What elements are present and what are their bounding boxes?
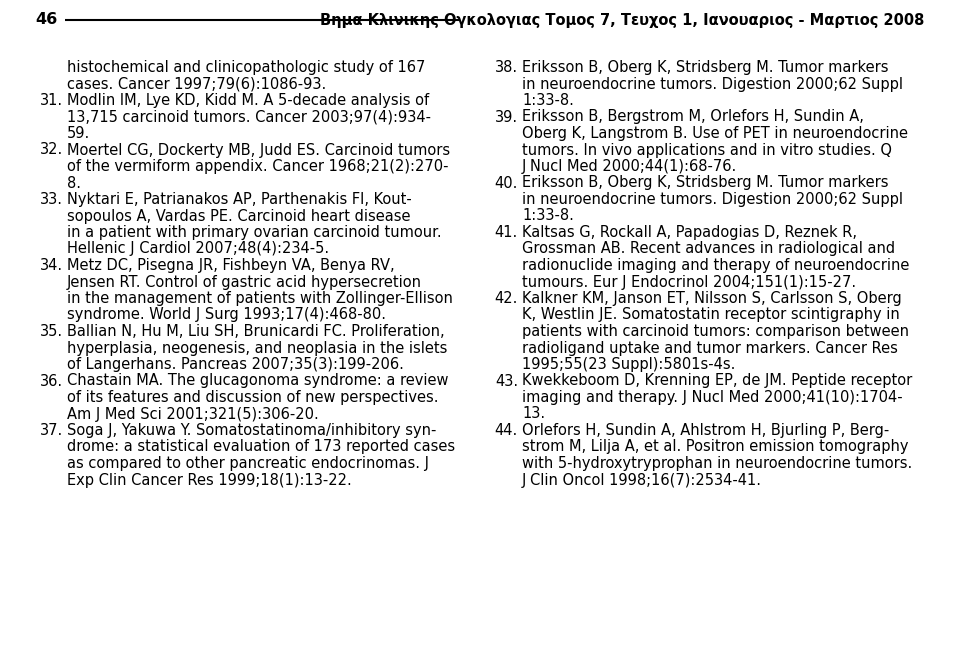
Text: Chastain MA. The glucagonoma syndrome: a review: Chastain MA. The glucagonoma syndrome: a… bbox=[67, 374, 449, 389]
Text: in the management of patients with Zollinger-Ellison: in the management of patients with Zolli… bbox=[67, 291, 453, 306]
Text: Kaltsas G, Rockall A, Papadogias D, Reznek R,: Kaltsas G, Rockall A, Papadogias D, Rezn… bbox=[522, 225, 857, 240]
Text: drome: a statistical evaluation of 173 reported cases: drome: a statistical evaluation of 173 r… bbox=[67, 439, 456, 454]
Text: 46: 46 bbox=[35, 12, 58, 27]
Text: 43.: 43. bbox=[495, 374, 518, 389]
Text: 39.: 39. bbox=[495, 110, 518, 125]
Text: Ballian N, Hu M, Liu SH, Brunicardi FC. Proliferation,: Ballian N, Hu M, Liu SH, Brunicardi FC. … bbox=[67, 324, 445, 339]
Text: cases. Cancer 1997;79(6):1086-93.: cases. Cancer 1997;79(6):1086-93. bbox=[67, 76, 326, 91]
Text: 1995;55(23 Suppl):5801s-4s.: 1995;55(23 Suppl):5801s-4s. bbox=[522, 357, 736, 372]
Text: tumours. Eur J Endocrinol 2004;151(1):15-27.: tumours. Eur J Endocrinol 2004;151(1):15… bbox=[522, 274, 856, 289]
Text: 34.: 34. bbox=[40, 258, 63, 273]
Text: Soga J, Yakuwa Y. Somatostatinoma/inhibitory syn-: Soga J, Yakuwa Y. Somatostatinoma/inhibi… bbox=[67, 423, 436, 438]
Text: as compared to other pancreatic endocrinomas. J: as compared to other pancreatic endocrin… bbox=[67, 456, 429, 471]
Text: sopoulos A, Vardas PE. Carcinoid heart disease: sopoulos A, Vardas PE. Carcinoid heart d… bbox=[67, 208, 410, 223]
Text: histochemical and clinicopathologic study of 167: histochemical and clinicopathologic stud… bbox=[67, 60, 426, 75]
Text: of Langerhans. Pancreas 2007;35(3):199-206.: of Langerhans. Pancreas 2007;35(3):199-2… bbox=[67, 357, 404, 372]
Text: 31.: 31. bbox=[40, 93, 63, 108]
Text: in neuroendocrine tumors. Digestion 2000;62 Suppl: in neuroendocrine tumors. Digestion 2000… bbox=[522, 192, 903, 207]
Text: 1:33-8.: 1:33-8. bbox=[522, 208, 573, 223]
Text: 44.: 44. bbox=[495, 423, 518, 438]
Text: 13.: 13. bbox=[522, 407, 545, 421]
Text: J Nucl Med 2000;44(1):68-76.: J Nucl Med 2000;44(1):68-76. bbox=[522, 159, 737, 174]
Text: in a patient with primary ovarian carcinoid tumour.: in a patient with primary ovarian carcin… bbox=[67, 225, 442, 240]
Text: 40.: 40. bbox=[495, 176, 518, 191]
Text: 8.: 8. bbox=[67, 176, 81, 191]
Text: 41.: 41. bbox=[495, 225, 518, 240]
Text: patients with carcinoid tumors: comparison between: patients with carcinoid tumors: comparis… bbox=[522, 324, 909, 339]
Text: Eriksson B, Oberg K, Stridsberg M. Tumor markers: Eriksson B, Oberg K, Stridsberg M. Tumor… bbox=[522, 176, 888, 191]
Text: Eriksson B, Bergstrom M, Orlefors H, Sundin A,: Eriksson B, Bergstrom M, Orlefors H, Sun… bbox=[522, 110, 864, 125]
Text: Am J Med Sci 2001;321(5):306-20.: Am J Med Sci 2001;321(5):306-20. bbox=[67, 407, 318, 421]
Text: K, Westlin JE. Somatostatin receptor scintigraphy in: K, Westlin JE. Somatostatin receptor sci… bbox=[522, 308, 900, 323]
Text: 1:33-8.: 1:33-8. bbox=[522, 93, 573, 108]
Text: J Clin Oncol 1998;16(7):2534-41.: J Clin Oncol 1998;16(7):2534-41. bbox=[522, 473, 762, 488]
Text: Oberg K, Langstrom B. Use of PET in neuroendocrine: Oberg K, Langstrom B. Use of PET in neur… bbox=[522, 126, 908, 141]
Text: tumors. In vivo applications and in vitro studies. Q: tumors. In vivo applications and in vitr… bbox=[522, 142, 892, 157]
Text: 38.: 38. bbox=[495, 60, 518, 75]
Text: radioligand uptake and tumor markers. Cancer Res: radioligand uptake and tumor markers. Ca… bbox=[522, 340, 898, 355]
Text: Exp Clin Cancer Res 1999;18(1):13-22.: Exp Clin Cancer Res 1999;18(1):13-22. bbox=[67, 473, 352, 488]
Text: Grossman AB. Recent advances in radiological and: Grossman AB. Recent advances in radiolog… bbox=[522, 242, 895, 257]
Text: Modlin IM, Lye KD, Kidd M. A 5-decade analysis of: Modlin IM, Lye KD, Kidd M. A 5-decade an… bbox=[67, 93, 429, 108]
Text: Moertel CG, Dockerty MB, Judd ES. Carcinoid tumors: Moertel CG, Dockerty MB, Judd ES. Carcin… bbox=[67, 142, 450, 157]
Text: 33.: 33. bbox=[40, 192, 63, 207]
Text: in neuroendocrine tumors. Digestion 2000;62 Suppl: in neuroendocrine tumors. Digestion 2000… bbox=[522, 76, 903, 91]
Text: Kwekkeboom D, Krenning EP, de JM. Peptide receptor: Kwekkeboom D, Krenning EP, de JM. Peptid… bbox=[522, 374, 912, 389]
Text: hyperplasia, neogenesis, and neoplasia in the islets: hyperplasia, neogenesis, and neoplasia i… bbox=[67, 340, 448, 355]
Text: Jensen RT. Control of gastric acid hypersecretion: Jensen RT. Control of gastric acid hyper… bbox=[67, 274, 422, 289]
Text: of its features and discussion of new perspectives.: of its features and discussion of new pe… bbox=[67, 390, 438, 405]
Text: Nyktari E, Patrianakos AP, Parthenakis FI, Kout-: Nyktari E, Patrianakos AP, Parthenakis F… bbox=[67, 192, 411, 207]
Text: syndrome. World J Surg 1993;17(4):468-80.: syndrome. World J Surg 1993;17(4):468-80… bbox=[67, 308, 386, 323]
Text: radionuclide imaging and therapy of neuroendocrine: radionuclide imaging and therapy of neur… bbox=[522, 258, 909, 273]
Text: of the vermiform appendix. Cancer 1968;21(2):270-: of the vermiform appendix. Cancer 1968;2… bbox=[67, 159, 449, 174]
Text: 59.: 59. bbox=[67, 126, 90, 141]
Text: Hellenic J Cardiol 2007;48(4):234-5.: Hellenic J Cardiol 2007;48(4):234-5. bbox=[67, 242, 329, 257]
Text: 42.: 42. bbox=[495, 291, 518, 306]
Text: strom M, Lilja A, et al. Positron emission tomography: strom M, Lilja A, et al. Positron emissi… bbox=[522, 439, 908, 454]
Text: Orlefors H, Sundin A, Ahlstrom H, Bjurling P, Berg-: Orlefors H, Sundin A, Ahlstrom H, Bjurli… bbox=[522, 423, 889, 438]
Text: 13,715 carcinoid tumors. Cancer 2003;97(4):934-: 13,715 carcinoid tumors. Cancer 2003;97(… bbox=[67, 110, 431, 125]
Text: Metz DC, Pisegna JR, Fishbeyn VA, Benya RV,: Metz DC, Pisegna JR, Fishbeyn VA, Benya … bbox=[67, 258, 394, 273]
Text: imaging and therapy. J Nucl Med 2000;41(10):1704-: imaging and therapy. J Nucl Med 2000;41(… bbox=[522, 390, 902, 405]
Text: 32.: 32. bbox=[39, 142, 63, 157]
Text: Eriksson B, Oberg K, Stridsberg M. Tumor markers: Eriksson B, Oberg K, Stridsberg M. Tumor… bbox=[522, 60, 888, 75]
Text: 36.: 36. bbox=[40, 374, 63, 389]
Text: 35.: 35. bbox=[40, 324, 63, 339]
Text: Kalkner KM, Janson ET, Nilsson S, Carlsson S, Oberg: Kalkner KM, Janson ET, Nilsson S, Carlss… bbox=[522, 291, 901, 306]
Text: Βημα Κλινικης Ογκολογιας Τομος 7, Τευχος 1, Ιανουαριος - Μαρτιος 2008: Βημα Κλινικης Ογκολογιας Τομος 7, Τευχος… bbox=[319, 12, 924, 27]
Text: with 5-hydroxytryprophan in neuroendocrine tumors.: with 5-hydroxytryprophan in neuroendocri… bbox=[522, 456, 912, 471]
Text: 37.: 37. bbox=[39, 423, 63, 438]
